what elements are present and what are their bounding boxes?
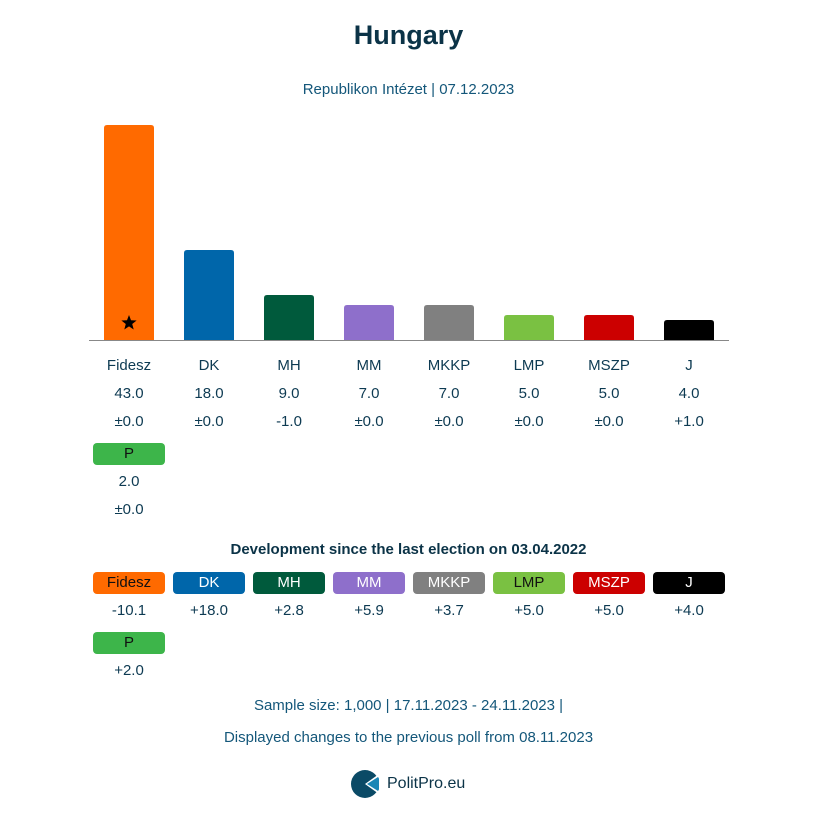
development-title: Development since the last election on 0… (230, 541, 587, 558)
star-icon (121, 315, 137, 330)
bar-j (664, 320, 714, 340)
dev-change-value: +4.0 (674, 602, 704, 619)
dev-party-pill-p: P (93, 632, 165, 654)
value-label: 9.0 (278, 385, 300, 402)
party-label: LMP (513, 357, 545, 374)
brand-name: PolitPro.eu (387, 775, 466, 792)
dev-change-value: +5.0 (514, 602, 544, 619)
change-label: ±0.0 (354, 413, 384, 430)
value-label: 18.0 (194, 385, 224, 402)
dev-party-pill-mm: MM (333, 572, 405, 594)
dev-party-pill-lmp: LMP (493, 572, 565, 594)
dev-party-pill-mh: MH (253, 572, 325, 594)
dev-change-value: +5.0 (594, 602, 624, 619)
party-column: 2.0 ±0.0 (93, 468, 165, 524)
dev-party-pill-fidesz: Fidesz (93, 572, 165, 594)
party-label: MKKP (427, 357, 471, 374)
dev-change-value: +18.0 (190, 602, 228, 619)
party-label: DK (198, 357, 220, 374)
value-label: 2.0 (118, 473, 140, 490)
bar-mm (344, 305, 394, 340)
changes-note: Displayed changes to the previous poll f… (223, 729, 594, 746)
sample-info: Sample size: 1,000 | 17.11.2023 - 24.11.… (253, 697, 564, 714)
value-label: 7.0 (358, 385, 380, 402)
change-label: ±0.0 (434, 413, 464, 430)
change-label: ±0.0 (114, 501, 144, 518)
party-label: Fidesz (106, 357, 152, 374)
dev-party-pill-j: J (653, 572, 725, 594)
party-label: MSZP (588, 357, 630, 374)
politpro-logo[interactable]: PolitPro.eu (351, 770, 465, 798)
politpro-logo-icon (351, 770, 379, 798)
dev-change-value: +3.7 (434, 602, 464, 619)
dev-change-value: +2.0 (114, 662, 144, 679)
value-label: 5.0 (518, 385, 540, 402)
change-label: -1.0 (276, 413, 302, 430)
dev-party-pill-mszp: MSZP (573, 572, 645, 594)
party-column: MM 7.0 ±0.0 (333, 352, 405, 436)
party-column: MSZP 5.0 ±0.0 (573, 352, 645, 436)
party-column: MKKP 7.0 ±0.0 (413, 352, 485, 436)
party-pill-p: P (93, 443, 165, 465)
change-label: +1.0 (674, 413, 704, 430)
dev-party-pill-mkkp: MKKP (413, 572, 485, 594)
value-label: 5.0 (598, 385, 620, 402)
party-column: MH 9.0 -1.0 (253, 352, 325, 436)
change-label: ±0.0 (514, 413, 544, 430)
party-column: DK 18.0 ±0.0 (173, 352, 245, 436)
value-label: 4.0 (678, 385, 700, 402)
bar-lmp (504, 315, 554, 340)
dev-party-pill-dk: DK (173, 572, 245, 594)
party-column: J 4.0 +1.0 (653, 352, 725, 436)
party-label: MH (277, 357, 301, 374)
party-column: Fidesz 43.0 ±0.0 (93, 352, 165, 436)
bar-dk (184, 250, 234, 340)
change-label: ±0.0 (594, 413, 624, 430)
bar-mszp (584, 315, 634, 340)
bar-fidesz (104, 125, 154, 340)
party-column: LMP 5.0 ±0.0 (493, 352, 565, 436)
value-label: 7.0 (438, 385, 460, 402)
bar-mkkp (424, 305, 474, 340)
party-label: J (685, 357, 693, 374)
dev-change-value: +5.9 (354, 602, 384, 619)
bar-chart (89, 125, 729, 341)
page-title: Hungary (353, 20, 464, 50)
dev-change-value: -10.1 (111, 602, 147, 619)
change-label: ±0.0 (194, 413, 224, 430)
change-label: ±0.0 (114, 413, 144, 430)
party-label: MM (356, 357, 382, 374)
dev-change-value: +2.8 (274, 602, 304, 619)
bar-mh (264, 295, 314, 340)
value-label: 43.0 (114, 385, 144, 402)
poll-source-date: Republikon Intézet | 07.12.2023 (302, 81, 515, 98)
